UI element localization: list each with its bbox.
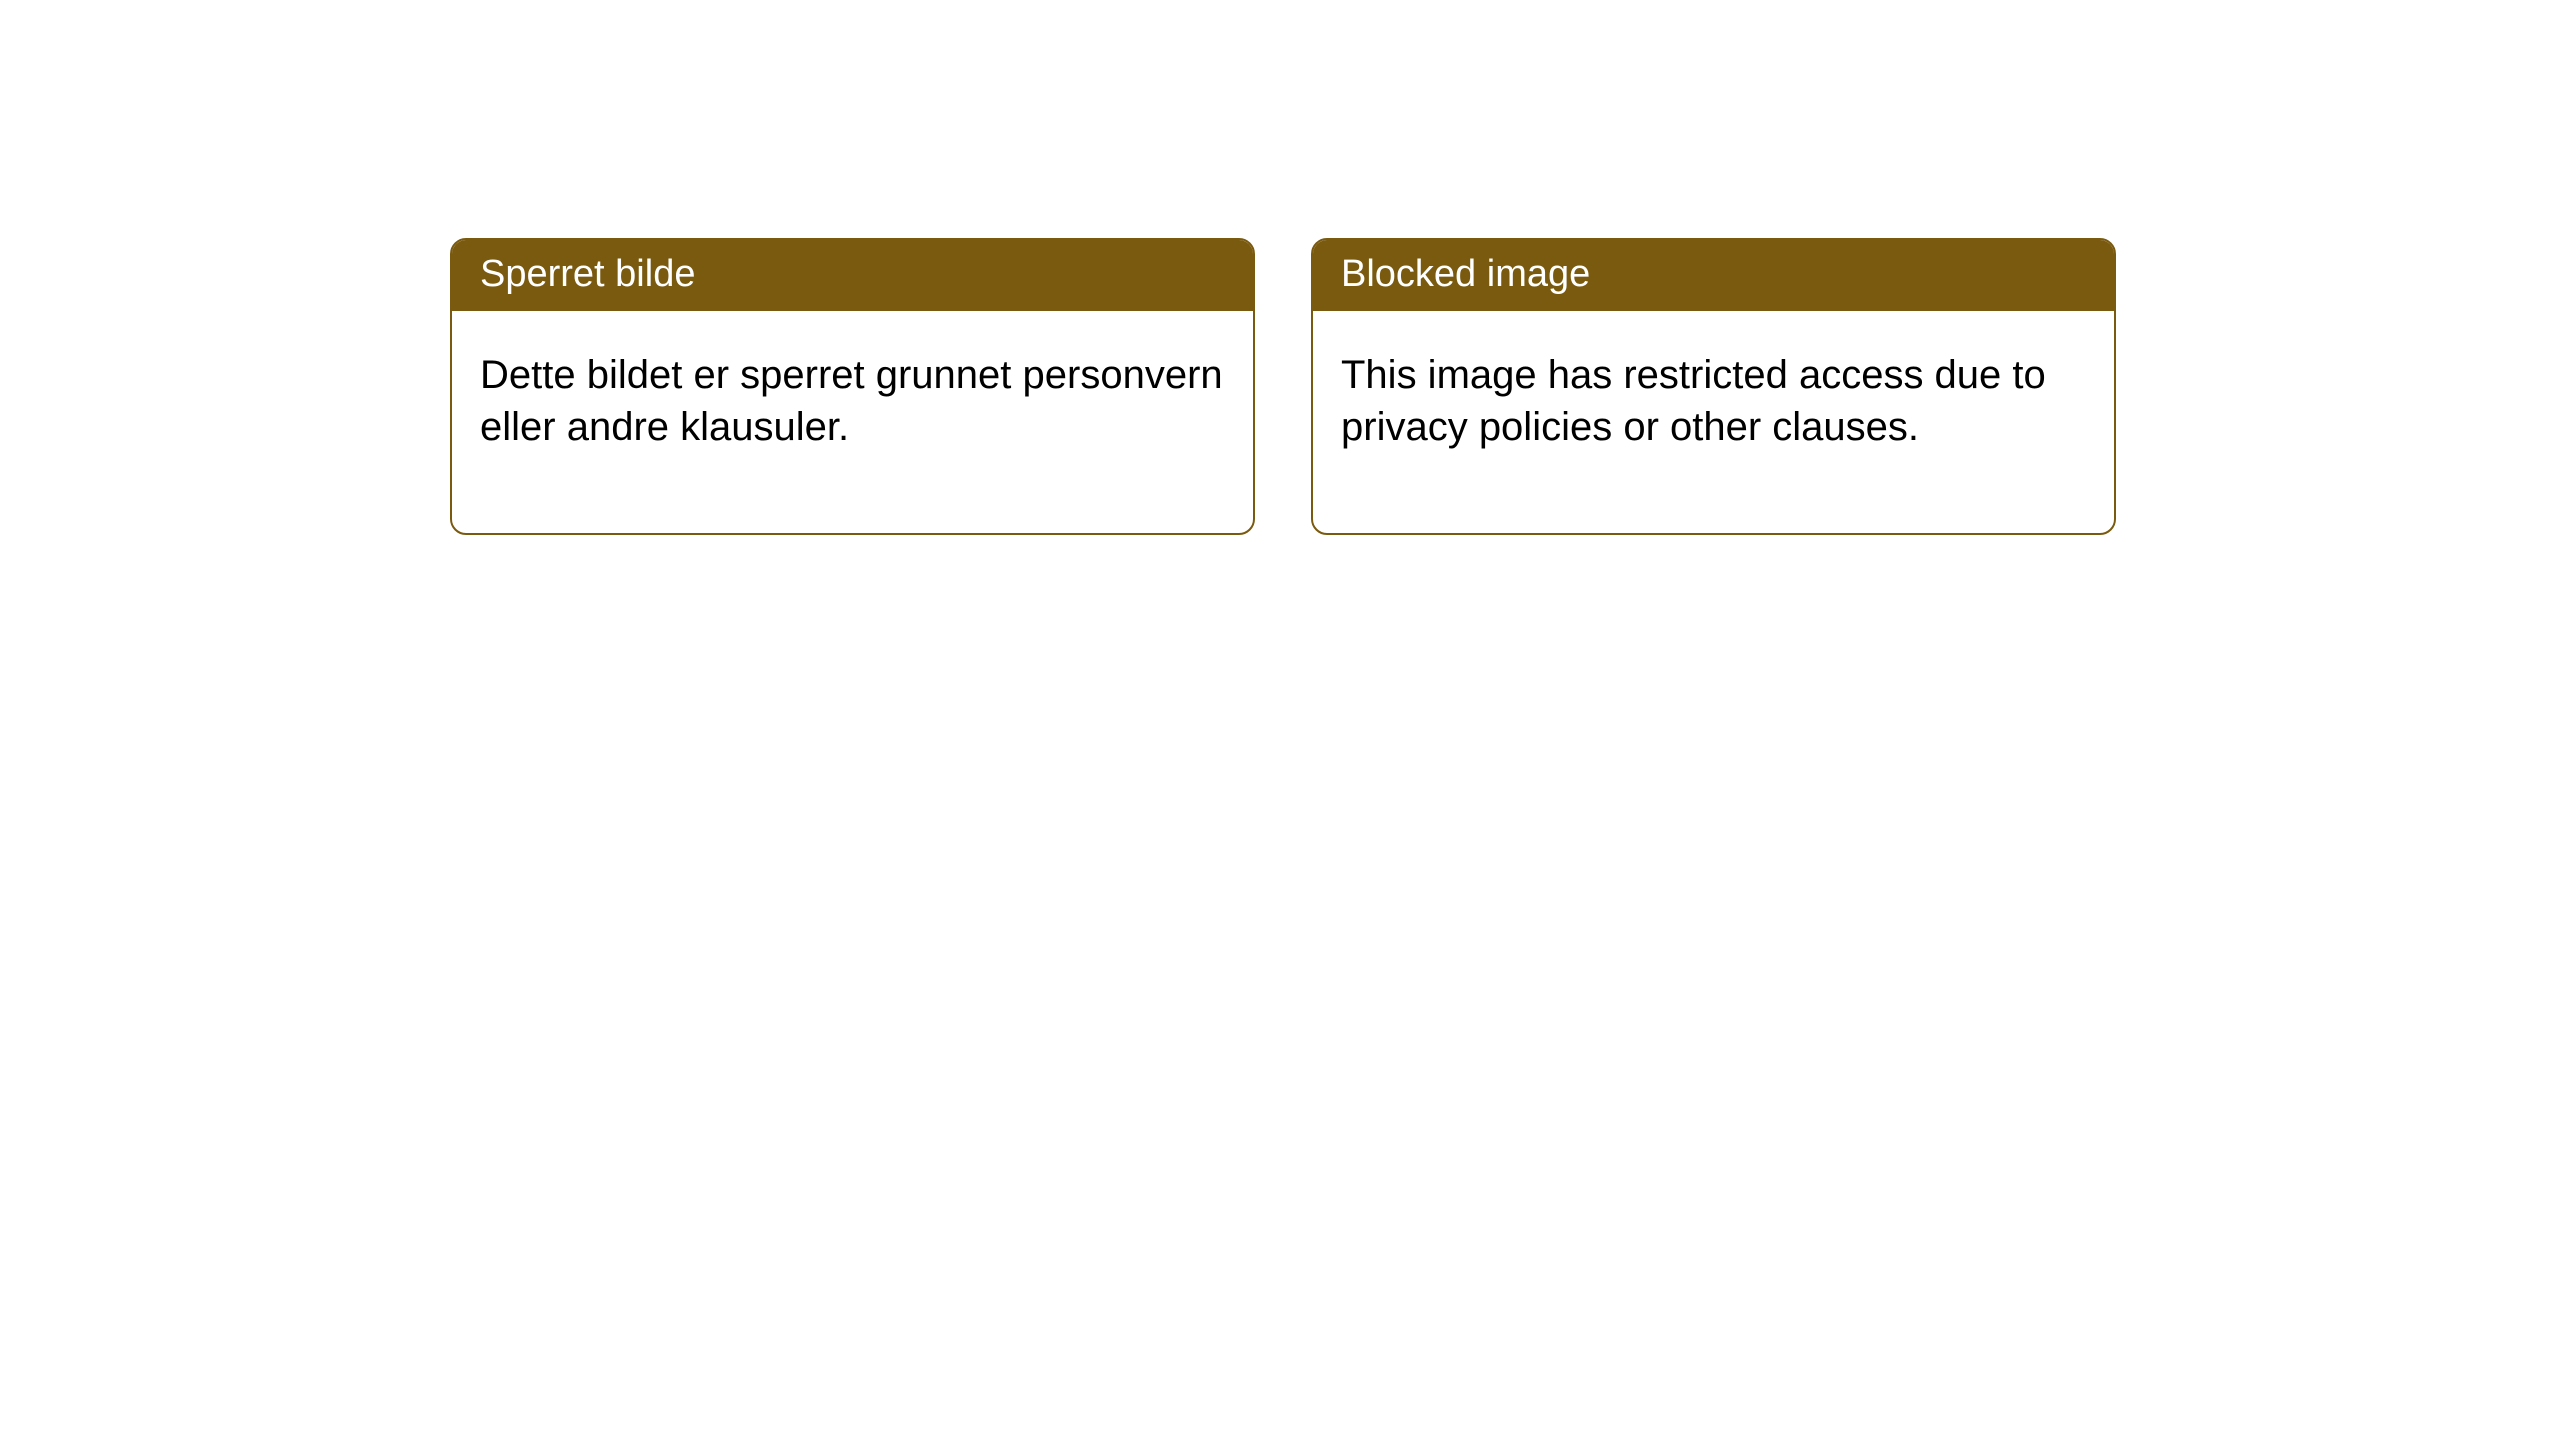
notice-title: Sperret bilde: [452, 240, 1253, 311]
notice-container: Sperret bilde Dette bildet er sperret gr…: [0, 0, 2560, 535]
notice-body: Dette bildet er sperret grunnet personve…: [452, 311, 1253, 533]
notice-card-norwegian: Sperret bilde Dette bildet er sperret gr…: [450, 238, 1255, 535]
notice-body: This image has restricted access due to …: [1313, 311, 2114, 533]
notice-title: Blocked image: [1313, 240, 2114, 311]
notice-card-english: Blocked image This image has restricted …: [1311, 238, 2116, 535]
